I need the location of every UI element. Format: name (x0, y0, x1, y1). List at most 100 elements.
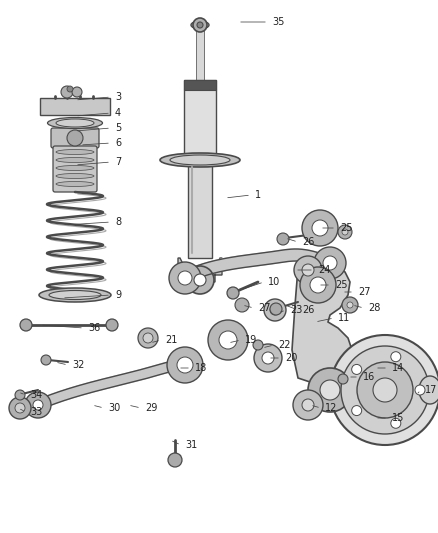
Text: 14: 14 (392, 363, 404, 373)
Circle shape (186, 266, 214, 294)
Ellipse shape (39, 288, 111, 302)
Text: 35: 35 (272, 17, 284, 27)
Circle shape (15, 390, 25, 400)
Circle shape (391, 352, 401, 362)
Text: 16: 16 (363, 372, 375, 382)
Circle shape (320, 380, 340, 400)
Circle shape (67, 86, 73, 92)
FancyBboxPatch shape (51, 128, 99, 148)
Text: 25: 25 (335, 280, 347, 290)
Circle shape (20, 319, 32, 331)
Circle shape (169, 262, 201, 294)
Text: 7: 7 (115, 157, 121, 167)
Circle shape (15, 403, 25, 413)
Ellipse shape (49, 290, 101, 300)
Circle shape (33, 400, 43, 410)
Text: 9: 9 (115, 290, 121, 300)
Text: 12: 12 (325, 403, 337, 413)
Circle shape (270, 303, 282, 315)
Ellipse shape (191, 21, 209, 29)
Circle shape (177, 357, 193, 373)
Circle shape (227, 287, 239, 299)
Circle shape (308, 368, 352, 412)
Circle shape (302, 210, 338, 246)
Text: 4: 4 (115, 108, 121, 118)
Polygon shape (40, 98, 110, 115)
Circle shape (67, 130, 83, 146)
Ellipse shape (47, 117, 102, 128)
Text: 26: 26 (302, 305, 314, 315)
Circle shape (178, 271, 192, 285)
Polygon shape (36, 360, 185, 409)
Circle shape (235, 298, 249, 312)
Text: 33: 33 (30, 407, 42, 417)
Ellipse shape (160, 153, 240, 167)
Ellipse shape (56, 174, 94, 179)
Circle shape (25, 392, 51, 418)
Circle shape (342, 229, 348, 235)
Circle shape (302, 399, 314, 411)
Circle shape (168, 453, 182, 467)
Ellipse shape (56, 182, 94, 187)
Circle shape (314, 247, 346, 279)
Text: 21: 21 (165, 335, 177, 345)
Ellipse shape (419, 376, 438, 404)
Circle shape (194, 274, 206, 286)
Circle shape (167, 347, 203, 383)
Text: 18: 18 (195, 363, 207, 373)
Ellipse shape (170, 155, 230, 165)
Circle shape (41, 355, 51, 365)
Circle shape (338, 225, 352, 239)
Text: 34: 34 (30, 390, 42, 400)
Text: 15: 15 (392, 413, 404, 423)
Circle shape (312, 220, 328, 236)
Circle shape (253, 340, 263, 350)
Text: 19: 19 (245, 335, 257, 345)
Circle shape (143, 333, 153, 343)
Circle shape (9, 397, 31, 419)
Text: 1: 1 (255, 190, 261, 200)
Text: 27: 27 (258, 303, 271, 313)
Circle shape (302, 264, 314, 276)
Circle shape (270, 305, 280, 315)
Circle shape (138, 328, 158, 348)
Bar (184, 80, 216, 160)
Ellipse shape (56, 119, 94, 127)
Circle shape (262, 352, 274, 364)
Polygon shape (292, 262, 352, 382)
Polygon shape (197, 30, 203, 80)
Text: 11: 11 (338, 313, 350, 323)
Circle shape (300, 267, 336, 303)
Text: 30: 30 (108, 403, 120, 413)
Circle shape (197, 22, 203, 28)
Circle shape (341, 346, 429, 434)
Text: 22: 22 (278, 340, 290, 350)
Text: 36: 36 (88, 323, 100, 333)
Text: 31: 31 (185, 440, 197, 450)
Circle shape (293, 390, 323, 420)
Circle shape (61, 86, 73, 98)
Circle shape (415, 385, 425, 395)
Text: 24: 24 (318, 265, 330, 275)
Ellipse shape (56, 157, 94, 163)
Polygon shape (182, 249, 332, 283)
Circle shape (277, 233, 289, 245)
Polygon shape (178, 258, 222, 282)
Circle shape (208, 320, 248, 360)
Circle shape (264, 299, 286, 321)
Text: 6: 6 (115, 138, 121, 148)
Text: 25: 25 (340, 223, 353, 233)
FancyBboxPatch shape (53, 146, 97, 192)
Circle shape (352, 365, 362, 374)
Circle shape (338, 374, 348, 384)
Text: 17: 17 (425, 385, 438, 395)
Ellipse shape (56, 166, 94, 171)
Text: 23: 23 (290, 305, 302, 315)
Circle shape (357, 362, 413, 418)
Circle shape (193, 18, 207, 32)
Text: 10: 10 (268, 277, 280, 287)
Bar (184, 80, 216, 90)
Circle shape (342, 297, 358, 313)
Circle shape (254, 344, 282, 372)
Circle shape (106, 319, 118, 331)
